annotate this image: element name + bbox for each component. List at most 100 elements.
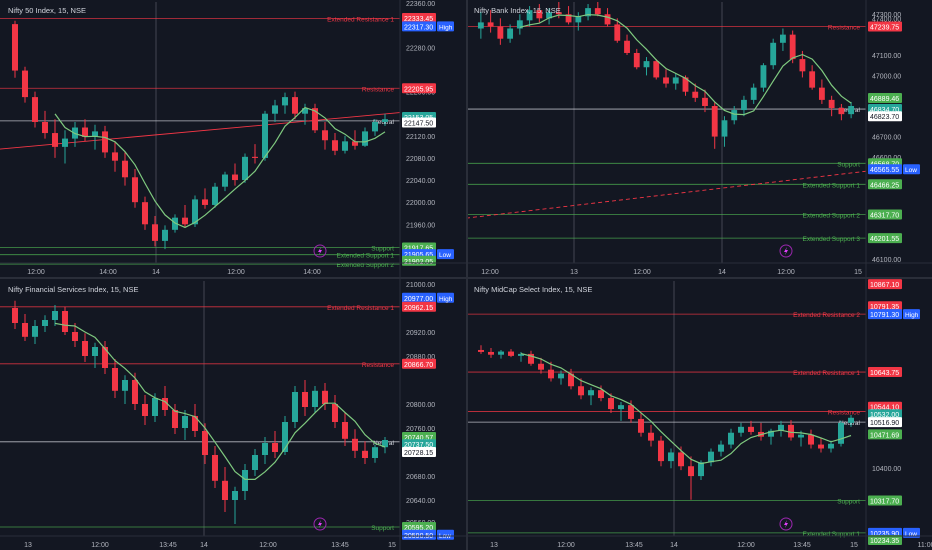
chart-title: Nifty Financial Services Index, 15, NSE (8, 285, 138, 294)
moving-average-line (54, 322, 386, 480)
level-label: Neutral (839, 420, 861, 427)
candle-body (663, 77, 669, 84)
price-badge-value: 10516.90 (870, 420, 899, 427)
time-tick-label: 13 (24, 542, 32, 549)
chart-pane-nifty-50[interactable]: Extended Resistance 1 Resistance Neutral Su… (0, 0, 466, 277)
price-badge-tag-label: Low (905, 531, 917, 538)
price-badge (402, 13, 436, 24)
candle-body (362, 450, 368, 458)
candle-body (122, 160, 128, 178)
candle-body (162, 229, 168, 241)
candle-body (252, 156, 258, 158)
time-tick-label: 15 (850, 542, 858, 549)
pane-divider-vertical[interactable] (466, 0, 468, 550)
candle-body (778, 424, 784, 431)
price-badge-value: 46201.55 (870, 236, 899, 243)
candle-body (132, 380, 138, 404)
candle-body (192, 416, 198, 431)
price-badge (868, 409, 902, 420)
level-label: Support (371, 525, 394, 532)
price-badge-value: 21905.65 (404, 252, 433, 259)
moving-average-line (519, 13, 852, 116)
candle-body (780, 34, 786, 43)
price-badge (402, 83, 436, 94)
price-axis[interactable] (400, 0, 466, 277)
candle-body (643, 61, 650, 68)
level-label: Support (837, 161, 860, 168)
price-badge-value: 20740.57 (404, 435, 433, 442)
time-tick-label: 15 (388, 542, 396, 549)
price-badge-value: 20866.70 (404, 362, 433, 369)
level-label: Extended Resistance 1 (793, 370, 860, 377)
lightning-icon[interactable] (779, 517, 793, 531)
candle-body (222, 480, 228, 500)
price-badge-value: 20595.20 (404, 525, 433, 532)
chart-pane-nifty-financial-services[interactable]: Extended Resistance 1ResistanceNeutralSu… (0, 279, 466, 550)
level-label: Extended Support 3 (803, 236, 861, 243)
chart-title: Nifty 50 Index, 15, NSE (8, 6, 86, 15)
level-label: Resistance (828, 409, 861, 416)
moving-average-line (54, 106, 386, 229)
candle-body (232, 174, 238, 181)
time-tick-label: 12:00 (557, 542, 575, 549)
price-axis[interactable] (866, 0, 932, 277)
price-badge-value: 10867.10 (870, 282, 899, 289)
candle-body (12, 308, 18, 323)
level-label: Resistance (828, 24, 861, 31)
price-axis[interactable] (400, 279, 466, 550)
lightning-bolt-icon (784, 520, 788, 528)
pane-background (466, 279, 932, 550)
candle-body (624, 40, 630, 53)
price-badge (402, 292, 436, 303)
candle-body (122, 380, 128, 391)
time-tick-label: 12:00 (227, 269, 245, 276)
price-badge (868, 279, 902, 290)
chart-title: Nifty MidCap Select Index, 15, NSE (474, 285, 592, 294)
candle-body (838, 422, 844, 444)
price-tick-label: 20640.00 (406, 498, 435, 505)
chart-pane-nifty-midcap-select[interactable]: Extended Resistance 2 Extended Resistance… (466, 279, 932, 550)
price-badge-value: 10643.75 (870, 370, 899, 377)
price-badge-value: 46889.46 (870, 96, 899, 103)
level-label: Extended Support 1 (337, 253, 395, 260)
price-tick-label: 22040.00 (406, 178, 435, 185)
price-badge-tag-label: High (439, 24, 453, 31)
candle-body (668, 452, 674, 462)
price-badge-value: 22317.30 (404, 24, 433, 31)
candle-body (62, 311, 68, 332)
price-badge (402, 301, 436, 312)
candle-body (594, 8, 601, 15)
candle-body (382, 119, 388, 122)
lightning-icon[interactable] (313, 244, 327, 258)
candle-body (672, 77, 679, 84)
candle-body (112, 152, 118, 161)
candle-body (750, 87, 757, 100)
price-badge (402, 529, 436, 540)
candle-body (332, 404, 338, 422)
pane-divider-horizontal[interactable] (0, 277, 932, 279)
level-label: Neutral (373, 119, 395, 126)
candle-body (536, 10, 543, 19)
candle-body (172, 410, 178, 428)
price-badge-value: 22147.50 (404, 121, 433, 128)
time-tick-label: 15 (854, 269, 862, 276)
candle-body (92, 131, 98, 137)
candle-body (718, 444, 724, 452)
candle-body (558, 373, 564, 379)
lightning-icon[interactable] (779, 244, 793, 258)
lightning-bolt-icon (318, 247, 322, 255)
price-badge-value: 20977.00 (404, 296, 433, 303)
lightning-icon[interactable] (313, 517, 327, 531)
candle-body (342, 141, 348, 151)
price-tick-label: 47000.00 (872, 73, 901, 80)
candle-body (102, 131, 108, 153)
candle-body (614, 24, 621, 41)
candle-body (232, 491, 238, 500)
time-tick-label: 11:00 (918, 542, 932, 549)
candle-body (152, 398, 158, 416)
price-tick-label: 47400.00 (872, 16, 901, 23)
time-tick-label: 14:00 (99, 269, 117, 276)
candle-body (808, 434, 814, 445)
candle-body (342, 422, 348, 439)
